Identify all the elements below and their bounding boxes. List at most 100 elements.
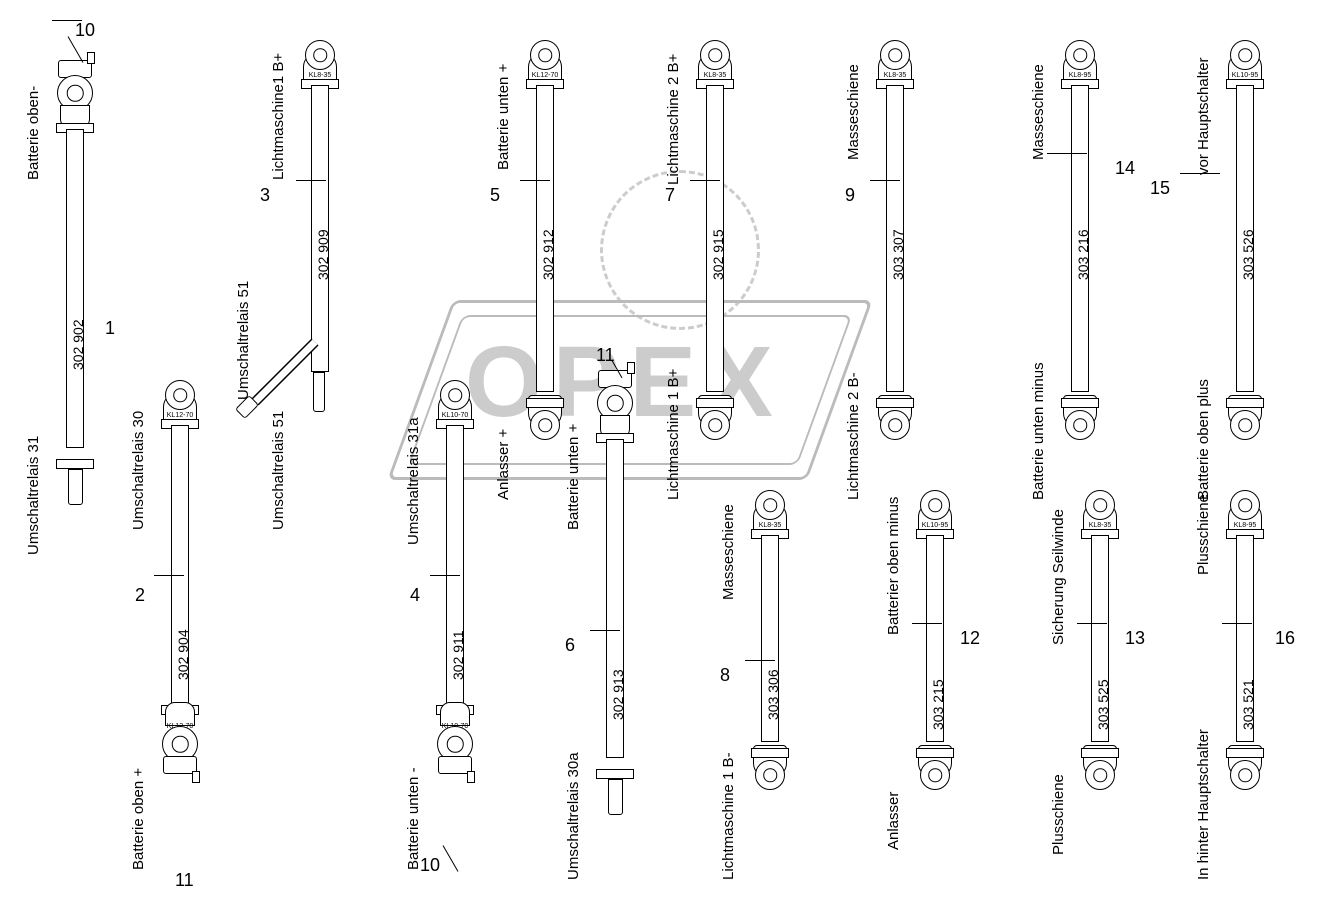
bottom-label: Umschaltrelais 31 (25, 436, 42, 555)
part-number: 303 521 (1240, 679, 1256, 730)
collar (526, 398, 564, 408)
callout-number: 8 (720, 665, 730, 686)
top-label: Lichtmaschine1 B+ (270, 53, 287, 180)
eyelet (440, 380, 470, 410)
terminal-label: KL10-70 (435, 412, 475, 419)
cable-body (66, 129, 84, 448)
terminal-label: KL10-95 (1225, 72, 1265, 79)
clamp-bolt (192, 771, 200, 783)
eyelet-hole (763, 768, 777, 782)
eyelet-hole (763, 498, 777, 512)
callout-line (745, 660, 775, 661)
eyelet (1085, 490, 1115, 520)
eyelet-hole (1093, 498, 1107, 512)
clamp-center (172, 736, 189, 753)
collar (56, 459, 94, 469)
eyelet-hole (708, 418, 722, 432)
part-number: 303 306 (765, 669, 781, 720)
top-label: Batterie oben- (25, 86, 42, 180)
eyelet-hole (928, 768, 942, 782)
terminal-label: KL8-95 (1060, 72, 1100, 79)
eyelet (880, 40, 910, 70)
callout-line (1077, 623, 1107, 624)
eyelet-hole (1238, 768, 1252, 782)
pin-terminal (68, 469, 83, 505)
terminal-label: KL10-95 (915, 522, 955, 529)
callout-number: 4 (410, 585, 420, 606)
eyelet (755, 760, 785, 790)
eyelet (1230, 40, 1260, 70)
part-number: 302 912 (540, 229, 556, 280)
gear-watermark (600, 170, 760, 330)
part-number: 302 915 (710, 229, 726, 280)
terminal-label: KL8-35 (1080, 522, 1120, 529)
eyelet (1085, 760, 1115, 790)
callout-number: 1 (105, 318, 115, 339)
top-label: Sicherung Seilwinde (1050, 509, 1067, 645)
terminal-label: KL8-35 (300, 72, 340, 79)
callout-number: 9 (845, 185, 855, 206)
top-label: Batterie unten + (495, 64, 512, 170)
bottom-label: Lichtmaschine 1 B+ (665, 369, 682, 500)
top-label: Plusschiene (1195, 494, 1212, 575)
bottom-label: Plusschiene (1050, 774, 1067, 855)
extra-callout-line (443, 845, 459, 871)
collar (1226, 748, 1264, 758)
terminal-label: KL12-70 (160, 412, 200, 419)
eyelet-hole (1238, 498, 1252, 512)
callout-number: 5 (490, 185, 500, 206)
terminal-label: KL8-35 (875, 72, 915, 79)
branch-label: Umschaltrelais 51 (235, 281, 252, 400)
eyelet-hole (928, 498, 942, 512)
collar (1226, 398, 1264, 408)
eyelet-hole (888, 48, 902, 62)
collar (1081, 748, 1119, 758)
top-label: Masseschiene (1030, 64, 1047, 160)
clamp-center (607, 395, 624, 412)
clamp-bolt (87, 52, 95, 64)
eyelet-hole (1238, 48, 1252, 62)
callout-line (520, 180, 550, 181)
bottom-label: Umschaltrelais 51 (270, 411, 287, 530)
eyelet (530, 40, 560, 70)
eyelet (305, 40, 335, 70)
callout-line (1047, 153, 1087, 154)
bottom-label: Batterie oben plus (1195, 379, 1212, 500)
eyelet (1065, 410, 1095, 440)
callout-line (912, 623, 942, 624)
eyelet-hole (313, 48, 327, 62)
clamp-bolt (467, 771, 475, 783)
callout-number: 16 (1275, 628, 1295, 649)
part-number: 303 526 (1240, 229, 1256, 280)
extra-callout-number: 10 (75, 20, 95, 41)
bottom-label: Anlasser (885, 792, 902, 850)
bottom-label: Anlasser + (495, 429, 512, 500)
eyelet-hole (708, 48, 722, 62)
eyelet-hole (888, 418, 902, 432)
callout-line (590, 630, 620, 631)
callout-number: 2 (135, 585, 145, 606)
part-number: 302 911 (450, 630, 466, 680)
collar (1061, 398, 1099, 408)
eyelet-hole (538, 418, 552, 432)
bottom-label: Batterie oben + (130, 768, 147, 870)
part-number: 302 904 (175, 629, 191, 680)
collar (876, 398, 914, 408)
part-number: 303 216 (1075, 229, 1091, 280)
part-number: 303 307 (890, 229, 906, 280)
callout-line (430, 575, 460, 576)
part-number: 302 913 (610, 669, 626, 720)
eyelet-hole (173, 388, 187, 402)
eyelet (700, 40, 730, 70)
top-label: Lichtmaschine 2 B+ (665, 54, 682, 185)
bottom-label: Umschaltrelais 30a (565, 752, 582, 880)
callout-line (690, 180, 720, 181)
eyelet (755, 490, 785, 520)
eyelet (920, 490, 950, 520)
callout-number: 3 (260, 185, 270, 206)
eyelet-hole (1073, 418, 1087, 432)
eyelet-hole (1238, 418, 1252, 432)
callout-number: 15 (1150, 178, 1170, 199)
eyelet (530, 410, 560, 440)
callout-number: 14 (1115, 158, 1135, 179)
